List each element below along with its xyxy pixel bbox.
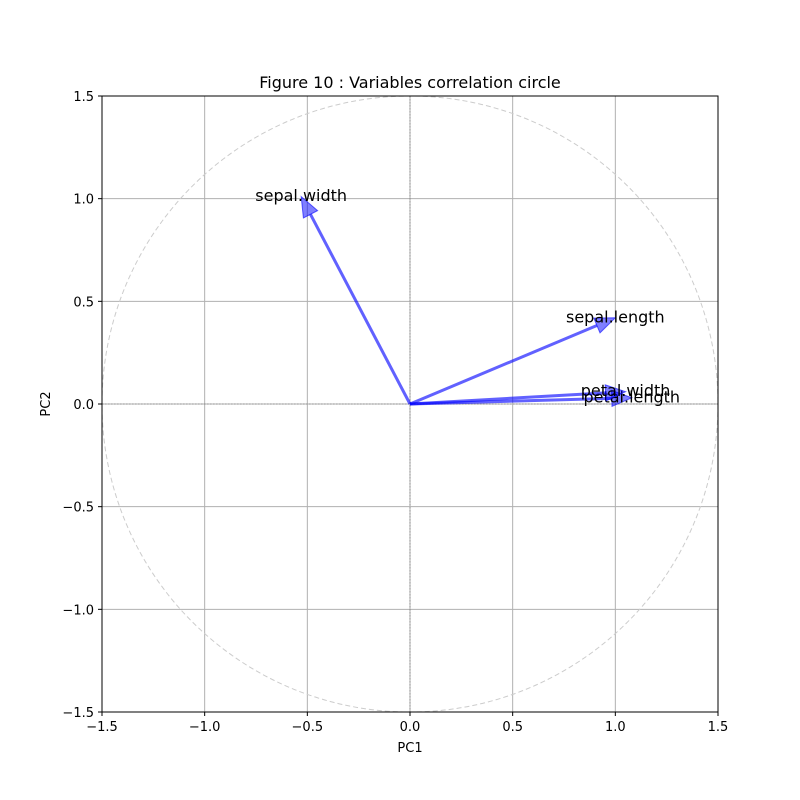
y-tick-label-2: −0.5: [62, 501, 94, 516]
vector-head-sepal-length: [593, 317, 617, 334]
vector-petal-width: petal.width: [409, 381, 671, 406]
y-tick-label-5: 1.0: [73, 193, 94, 208]
x-tick-label-4: 0.5: [502, 720, 523, 735]
vector-sepal-width: sepal.width: [255, 186, 412, 405]
y-axis-label: PC2: [39, 391, 54, 416]
chart-title: Figure 10 : Variables correlation circle: [259, 73, 561, 92]
vector-head-petal-width: [604, 384, 627, 402]
x-tick-label-0: −1.5: [86, 720, 118, 735]
y-tick-label-1: −1.0: [62, 603, 94, 618]
vector-label-sepal-length: sepal.length: [566, 307, 665, 326]
vector-label-petal-width: petal.width: [581, 381, 671, 400]
vector-head-sepal-width: [300, 195, 319, 219]
x-tick-label-5: 1.0: [605, 720, 626, 735]
vector-label-sepal-width: sepal.width: [255, 186, 347, 205]
x-axis-label: PC1: [397, 741, 422, 756]
x-axis-ticks: −1.5 −1.0 −0.5 0.0 0.5 1.0 1.5: [86, 712, 728, 735]
x-tick-label-1: −1.0: [189, 720, 221, 735]
y-tick-label-0: −1.5: [62, 706, 94, 721]
vector-shaft-petal-width: [409, 391, 606, 406]
y-tick-label-6: 1.5: [73, 90, 94, 105]
vector-shaft-sepal-length: [409, 324, 598, 406]
y-tick-label-3: 0.0: [73, 398, 94, 413]
vectors: sepal.lengthsepal.widthpetal.lengthpetal…: [255, 186, 680, 408]
y-tick-label-4: 0.5: [73, 295, 94, 310]
vector-shaft-sepal-width: [309, 213, 412, 405]
x-tick-label-3: 0.0: [400, 720, 421, 735]
x-tick-label-2: −0.5: [292, 720, 324, 735]
x-tick-label-6: 1.5: [708, 720, 729, 735]
y-axis-ticks: −1.5 −1.0 −0.5 0.0 0.5 1.0 1.5: [62, 90, 102, 721]
vector-sepal-length: sepal.length: [409, 307, 665, 406]
